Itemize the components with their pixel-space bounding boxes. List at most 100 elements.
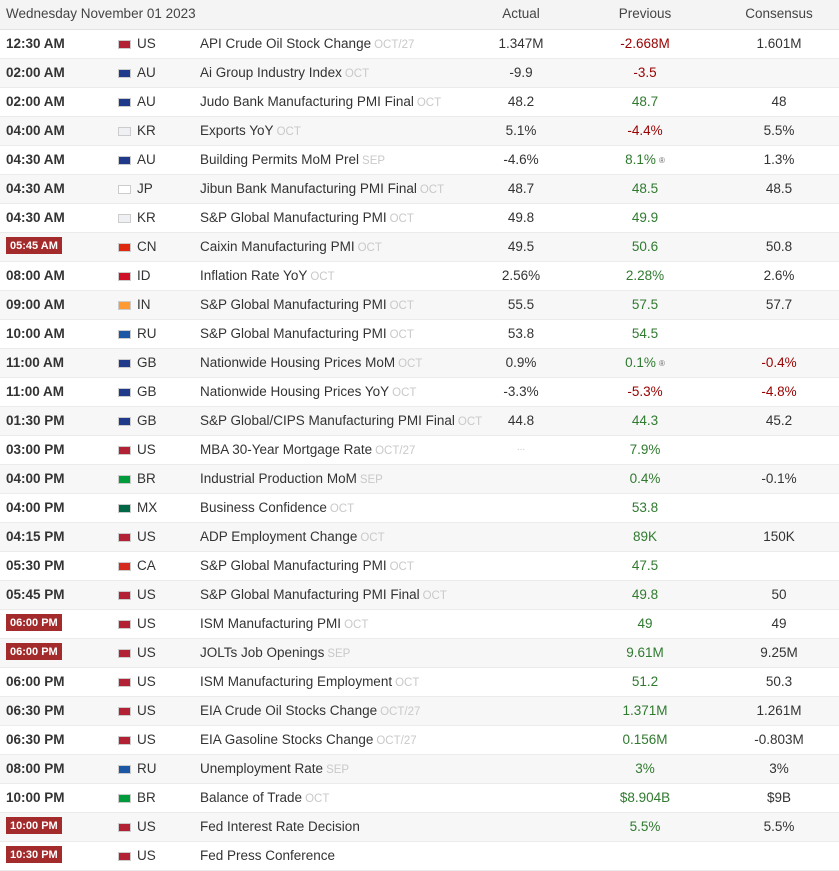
table-row[interactable]: 04:15 PM US ADP Employment Change OCT 89K 150… <box>0 523 839 552</box>
table-row[interactable]: 10:00 PM BR Balance of Trade OCT $8.904B $9B <box>0 784 839 813</box>
event-name-link[interactable]: Jibun Bank Manufacturing PMI Final OCT <box>200 181 444 196</box>
event-name: Judo Bank Manufacturing PMI Final <box>200 94 414 109</box>
event-time: 06:00 PM <box>6 674 65 689</box>
previous-value-cell: 53.8 <box>594 500 696 515</box>
event-name-link[interactable]: S&P Global/CIPS Manufacturing PMI Final O… <box>200 413 482 428</box>
consensus-column-header[interactable]: Consensus <box>745 6 813 21</box>
event-name-link[interactable]: JOLTs Job Openings SEP <box>200 645 350 660</box>
event-name-link[interactable]: Inflation Rate YoY OCT <box>200 268 335 283</box>
previous-column-header[interactable]: Previous <box>618 6 672 21</box>
actual-column-header[interactable]: Actual <box>502 6 540 21</box>
table-row[interactable]: 12:30 AM US API Crude Oil Stock Change OCT/… <box>0 30 839 59</box>
event-time: 04:00 PM <box>6 471 65 486</box>
country-flag-icon <box>118 475 131 484</box>
previous-value: 50.6 <box>631 239 659 254</box>
event-name: Caixin Manufacturing PMI <box>200 239 355 254</box>
reference-period: OCT <box>389 329 414 341</box>
event-name-link[interactable]: Building Permits MoM Prel SEP <box>200 152 385 167</box>
event-name-link[interactable]: ADP Employment Change OCT <box>200 529 385 544</box>
table-row[interactable]: 04:30 AM JP Jibun Bank Manufacturing PMI F… <box>0 175 839 204</box>
event-name-link[interactable]: Nationwide Housing Prices YoY OCT <box>200 384 416 399</box>
previous-value: 0.4% <box>629 471 661 486</box>
event-name-link[interactable]: Exports YoY OCT <box>200 123 301 138</box>
previous-value: 8.1% <box>625 152 656 167</box>
table-row[interactable]: 04:00 AM KR Exports YoY OCT 5.1% -4.4% 5.5% <box>0 117 839 146</box>
event-name-link[interactable]: API Crude Oil Stock Change OCT/27 <box>200 36 414 51</box>
event-name-link[interactable]: S&P Global Manufacturing PMI OCT <box>200 297 414 312</box>
previous-value-cell: 48.7 <box>594 94 696 109</box>
event-name-link[interactable]: Ai Group Industry Index OCT <box>200 65 369 80</box>
previous-value-cell: 49 <box>594 616 696 631</box>
country-code: GB <box>137 355 157 370</box>
event-name-link[interactable]: ISM Manufacturing PMI OCT <box>200 616 368 631</box>
table-row[interactable]: 05:30 PM CA S&P Global Manufacturing PMI OC… <box>0 552 839 581</box>
previous-value: 7.9% <box>629 442 661 457</box>
event-name-link[interactable]: Caixin Manufacturing PMI OCT <box>200 239 382 254</box>
previous-value: 3% <box>635 761 655 776</box>
table-row[interactable]: 06:30 PM US EIA Crude Oil Stocks Change OCT… <box>0 697 839 726</box>
reference-period: OCT/27 <box>380 706 421 718</box>
table-row[interactable]: 11:00 AM GB Nationwide Housing Prices YoY O… <box>0 378 839 407</box>
event-name-link[interactable]: Judo Bank Manufacturing PMI Final OCT <box>200 94 441 109</box>
previous-value: 53.8 <box>631 500 659 515</box>
table-row[interactable]: 08:00 AM ID Inflation Rate YoY OCT 2.56% 2.28… <box>0 262 839 291</box>
consensus-value: 5.5% <box>763 123 795 138</box>
consensus-value: 57.7 <box>765 297 793 312</box>
table-row[interactable]: 06:00 PM US ISM Manufacturing Employment OC… <box>0 668 839 697</box>
table-row[interactable]: 06:00 PM US JOLTs Job Openings SEP 9.61M 9.25… <box>0 639 839 668</box>
event-time: 10:00 AM <box>6 326 65 341</box>
table-row[interactable]: 04:30 AM AU Building Permits MoM Prel SEP -4… <box>0 146 839 175</box>
event-name: Ai Group Industry Index <box>200 65 342 80</box>
consensus-value: 5.5% <box>763 819 795 834</box>
country-code: US <box>137 703 156 718</box>
table-row[interactable]: 04:30 AM KR S&P Global Manufacturing PMI OC… <box>0 204 839 233</box>
previous-value-cell: 0.4% <box>594 471 696 486</box>
table-row[interactable]: 06:00 PM US ISM Manufacturing PMI OCT 49 49 <box>0 610 839 639</box>
event-name-link[interactable]: Unemployment Rate SEP <box>200 761 349 776</box>
table-row[interactable]: 01:30 PM GB S&P Global/CIPS Manufacturing … <box>0 407 839 436</box>
table-row[interactable]: 05:45 PM US S&P Global Manufacturing PMI F… <box>0 581 839 610</box>
consensus-value: -0.4% <box>761 355 797 370</box>
table-row[interactable]: 03:00 PM US MBA 30-Year Mortgage Rate OCT/2… <box>0 436 839 465</box>
table-row[interactable]: 02:00 AM AU Judo Bank Manufacturing PMI Fi… <box>0 88 839 117</box>
event-name-link[interactable]: ISM Manufacturing Employment OCT <box>200 674 419 689</box>
event-name-link[interactable]: Business Confidence OCT <box>200 500 354 515</box>
reference-period: OCT <box>422 590 447 602</box>
country-code: GB <box>137 413 157 428</box>
event-name-link[interactable]: S&P Global Manufacturing PMI OCT <box>200 210 414 225</box>
previous-value: 57.5 <box>631 297 659 312</box>
previous-value: -3.5 <box>633 65 657 80</box>
event-name-link[interactable]: Industrial Production MoM SEP <box>200 471 383 486</box>
table-row[interactable]: 06:30 PM US EIA Gasoline Stocks Change OCT/… <box>0 726 839 755</box>
consensus-value: 1.261M <box>756 703 802 718</box>
consensus-value: 150K <box>763 529 795 544</box>
table-row[interactable]: 08:00 PM RU Unemployment Rate SEP 3% 3% <box>0 755 839 784</box>
table-row[interactable]: 04:00 PM BR Industrial Production MoM SEP 0.… <box>0 465 839 494</box>
previous-value: -5.3% <box>627 384 663 399</box>
event-name-link[interactable]: S&P Global Manufacturing PMI OCT <box>200 558 414 573</box>
event-name-link[interactable]: Fed Press Conference <box>200 848 335 863</box>
consensus-value: 1.601M <box>756 36 802 51</box>
event-name-link[interactable]: MBA 30-Year Mortgage Rate OCT/27 <box>200 442 415 457</box>
event-time: 08:00 AM <box>6 268 65 283</box>
event-name-link[interactable]: Balance of Trade OCT <box>200 790 329 805</box>
event-name-link[interactable]: EIA Crude Oil Stocks Change OCT/27 <box>200 703 420 718</box>
table-row[interactable]: 02:00 AM AU Ai Group Industry Index OCT -9.9… <box>0 59 839 88</box>
event-time: 01:30 PM <box>6 413 65 428</box>
event-name-link[interactable]: EIA Gasoline Stocks Change OCT/27 <box>200 732 417 747</box>
table-row[interactable]: 10:00 PM US Fed Interest Rate Decision 5.5%… <box>0 813 839 842</box>
table-row[interactable]: 10:30 PM US Fed Press Conference <box>0 842 839 871</box>
country-flag-icon <box>118 40 131 49</box>
previous-value-cell: 2.28% <box>594 268 696 283</box>
event-name-link[interactable]: Nationwide Housing Prices MoM OCT <box>200 355 422 370</box>
table-row[interactable]: 09:00 AM IN S&P Global Manufacturing PMI OC… <box>0 291 839 320</box>
table-row[interactable]: 04:00 PM MX Business Confidence OCT 53.8 <box>0 494 839 523</box>
table-row[interactable]: 10:00 AM RU S&P Global Manufacturing PMI OC… <box>0 320 839 349</box>
event-name-link[interactable]: S&P Global Manufacturing PMI Final OCT <box>200 587 447 602</box>
event-name: EIA Crude Oil Stocks Change <box>200 703 378 718</box>
table-row[interactable]: 05:45 AM CN Caixin Manufacturing PMI OCT 49.… <box>0 233 839 262</box>
event-name-link[interactable]: S&P Global Manufacturing PMI OCT <box>200 326 414 341</box>
event-name-link[interactable]: Fed Interest Rate Decision <box>200 819 360 834</box>
event-time: 05:30 PM <box>6 558 65 573</box>
table-row[interactable]: 11:00 AM GB Nationwide Housing Prices MoM O… <box>0 349 839 378</box>
